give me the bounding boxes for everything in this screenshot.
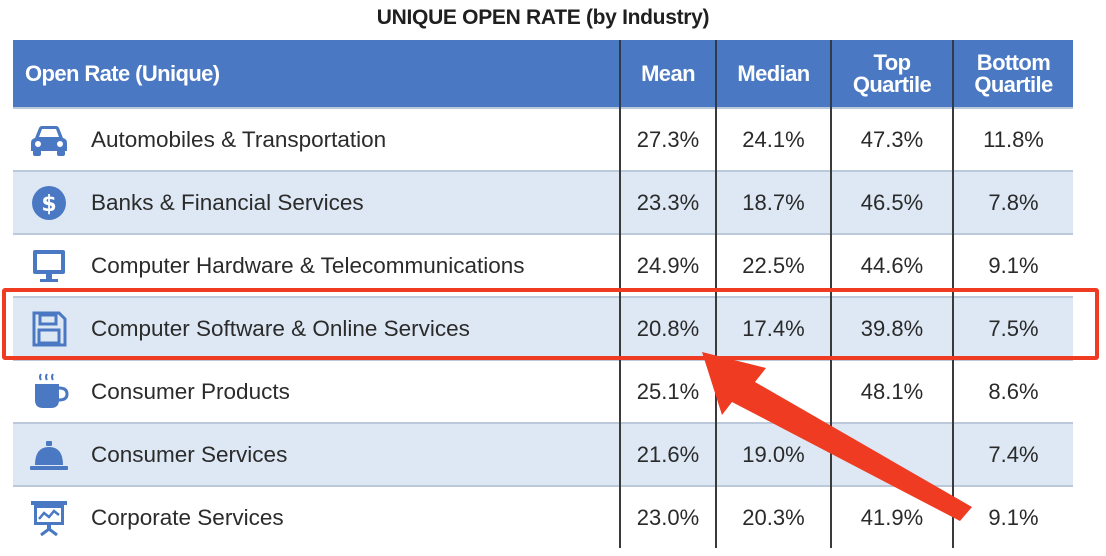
floppy-disk-icon [27,309,71,349]
col-header-median: Median [715,40,831,108]
industry-cell: Corporate Services [13,485,620,548]
mean-cell: 23.3% [619,170,716,234]
median-cell: 17.4% [715,296,831,360]
open-rate-table: Open Rate (Unique) Mean Median Top Quarti… [13,40,1073,548]
industry-label: Computer Hardware & Telecommunications [91,252,525,278]
median-cell: 18.7% [715,170,831,234]
table-row: $ Banks & Financial Services 23.3% 18.7% 46.… [13,170,1073,234]
header-row: Open Rate (Unique) Mean Median Top Quarti… [13,40,1073,108]
industry-cell: Consumer Services [13,422,620,486]
industry-cell: Automobiles & Transportation [13,107,620,171]
dollar-coin-icon: $ [27,183,71,223]
top-cell: 39.8% [830,296,953,360]
industry-cell: Consumer Products [13,359,620,423]
car-icon [27,120,71,160]
industry-label: Consumer Products [91,378,290,404]
bottom-cell: 7.5% [952,296,1073,360]
industry-label: Computer Software & Online Services [91,315,470,341]
col-header-industry: Open Rate (Unique) [13,40,620,108]
mean-cell: 20.8% [619,296,716,360]
top-cell: 48.1% [830,359,953,423]
industry-label: Consumer Services [91,441,288,467]
median-cell: 24.1% [715,107,831,171]
median-cell: 20.3% [715,485,831,548]
monitor-icon [27,246,71,286]
table-row: Consumer Products 25.1% 48.1% 8.6% [13,359,1073,423]
mean-cell: 23.0% [619,485,716,548]
top-cell: 44.6% [830,233,953,297]
bottom-cell: 11.8% [952,107,1073,171]
mean-cell: 21.6% [619,422,716,486]
median-cell [715,359,831,423]
top-cell: 41.9% [830,485,953,548]
mean-cell: 27.3% [619,107,716,171]
table-row: Consumer Services 21.6% 19.0% 7.4% [13,422,1073,486]
bottom-cell: 7.8% [952,170,1073,234]
table-row: Computer Hardware & Telecommunications 24… [13,233,1073,297]
mean-cell: 25.1% [619,359,716,423]
top-cell [830,422,953,486]
industry-label: Corporate Services [91,504,284,530]
industry-label: Banks & Financial Services [91,189,364,215]
coffee-cup-icon [27,372,71,412]
median-cell: 19.0% [715,422,831,486]
median-cell: 22.5% [715,233,831,297]
bottom-cell: 8.6% [952,359,1073,423]
highlight-box [2,288,1099,360]
mean-cell: 24.9% [619,233,716,297]
industry-label: Automobiles & Transportation [91,126,387,152]
top-cell: 47.3% [830,107,953,171]
industry-cell: Computer Hardware & Telecommunications [13,233,620,297]
bottom-cell: 9.1% [952,485,1073,548]
presentation-board-icon [27,498,71,538]
svg-text:$: $ [41,192,56,217]
col-header-mean: Mean [619,40,716,108]
bottom-cell: 9.1% [952,233,1073,297]
table-title: UNIQUE OPEN RATE (by Industry) [376,6,710,29]
service-bell-icon [27,435,71,475]
col-header-top-quartile: Top Quartile [830,40,953,108]
top-cell: 46.5% [830,170,953,234]
industry-cell: $ Banks & Financial Services [13,170,620,234]
col-header-bottom-quartile: Bottom Quartile [952,40,1073,108]
table-row: Automobiles & Transportation 27.3% 24.1% 47… [13,107,1073,171]
table-row: Corporate Services 23.0% 20.3% 41.9% 9.1% [13,485,1073,548]
industry-cell: Computer Software & Online Services [13,296,620,360]
bottom-cell: 7.4% [952,422,1073,486]
table-row: Computer Software & Online Services 20.8%… [13,296,1073,360]
